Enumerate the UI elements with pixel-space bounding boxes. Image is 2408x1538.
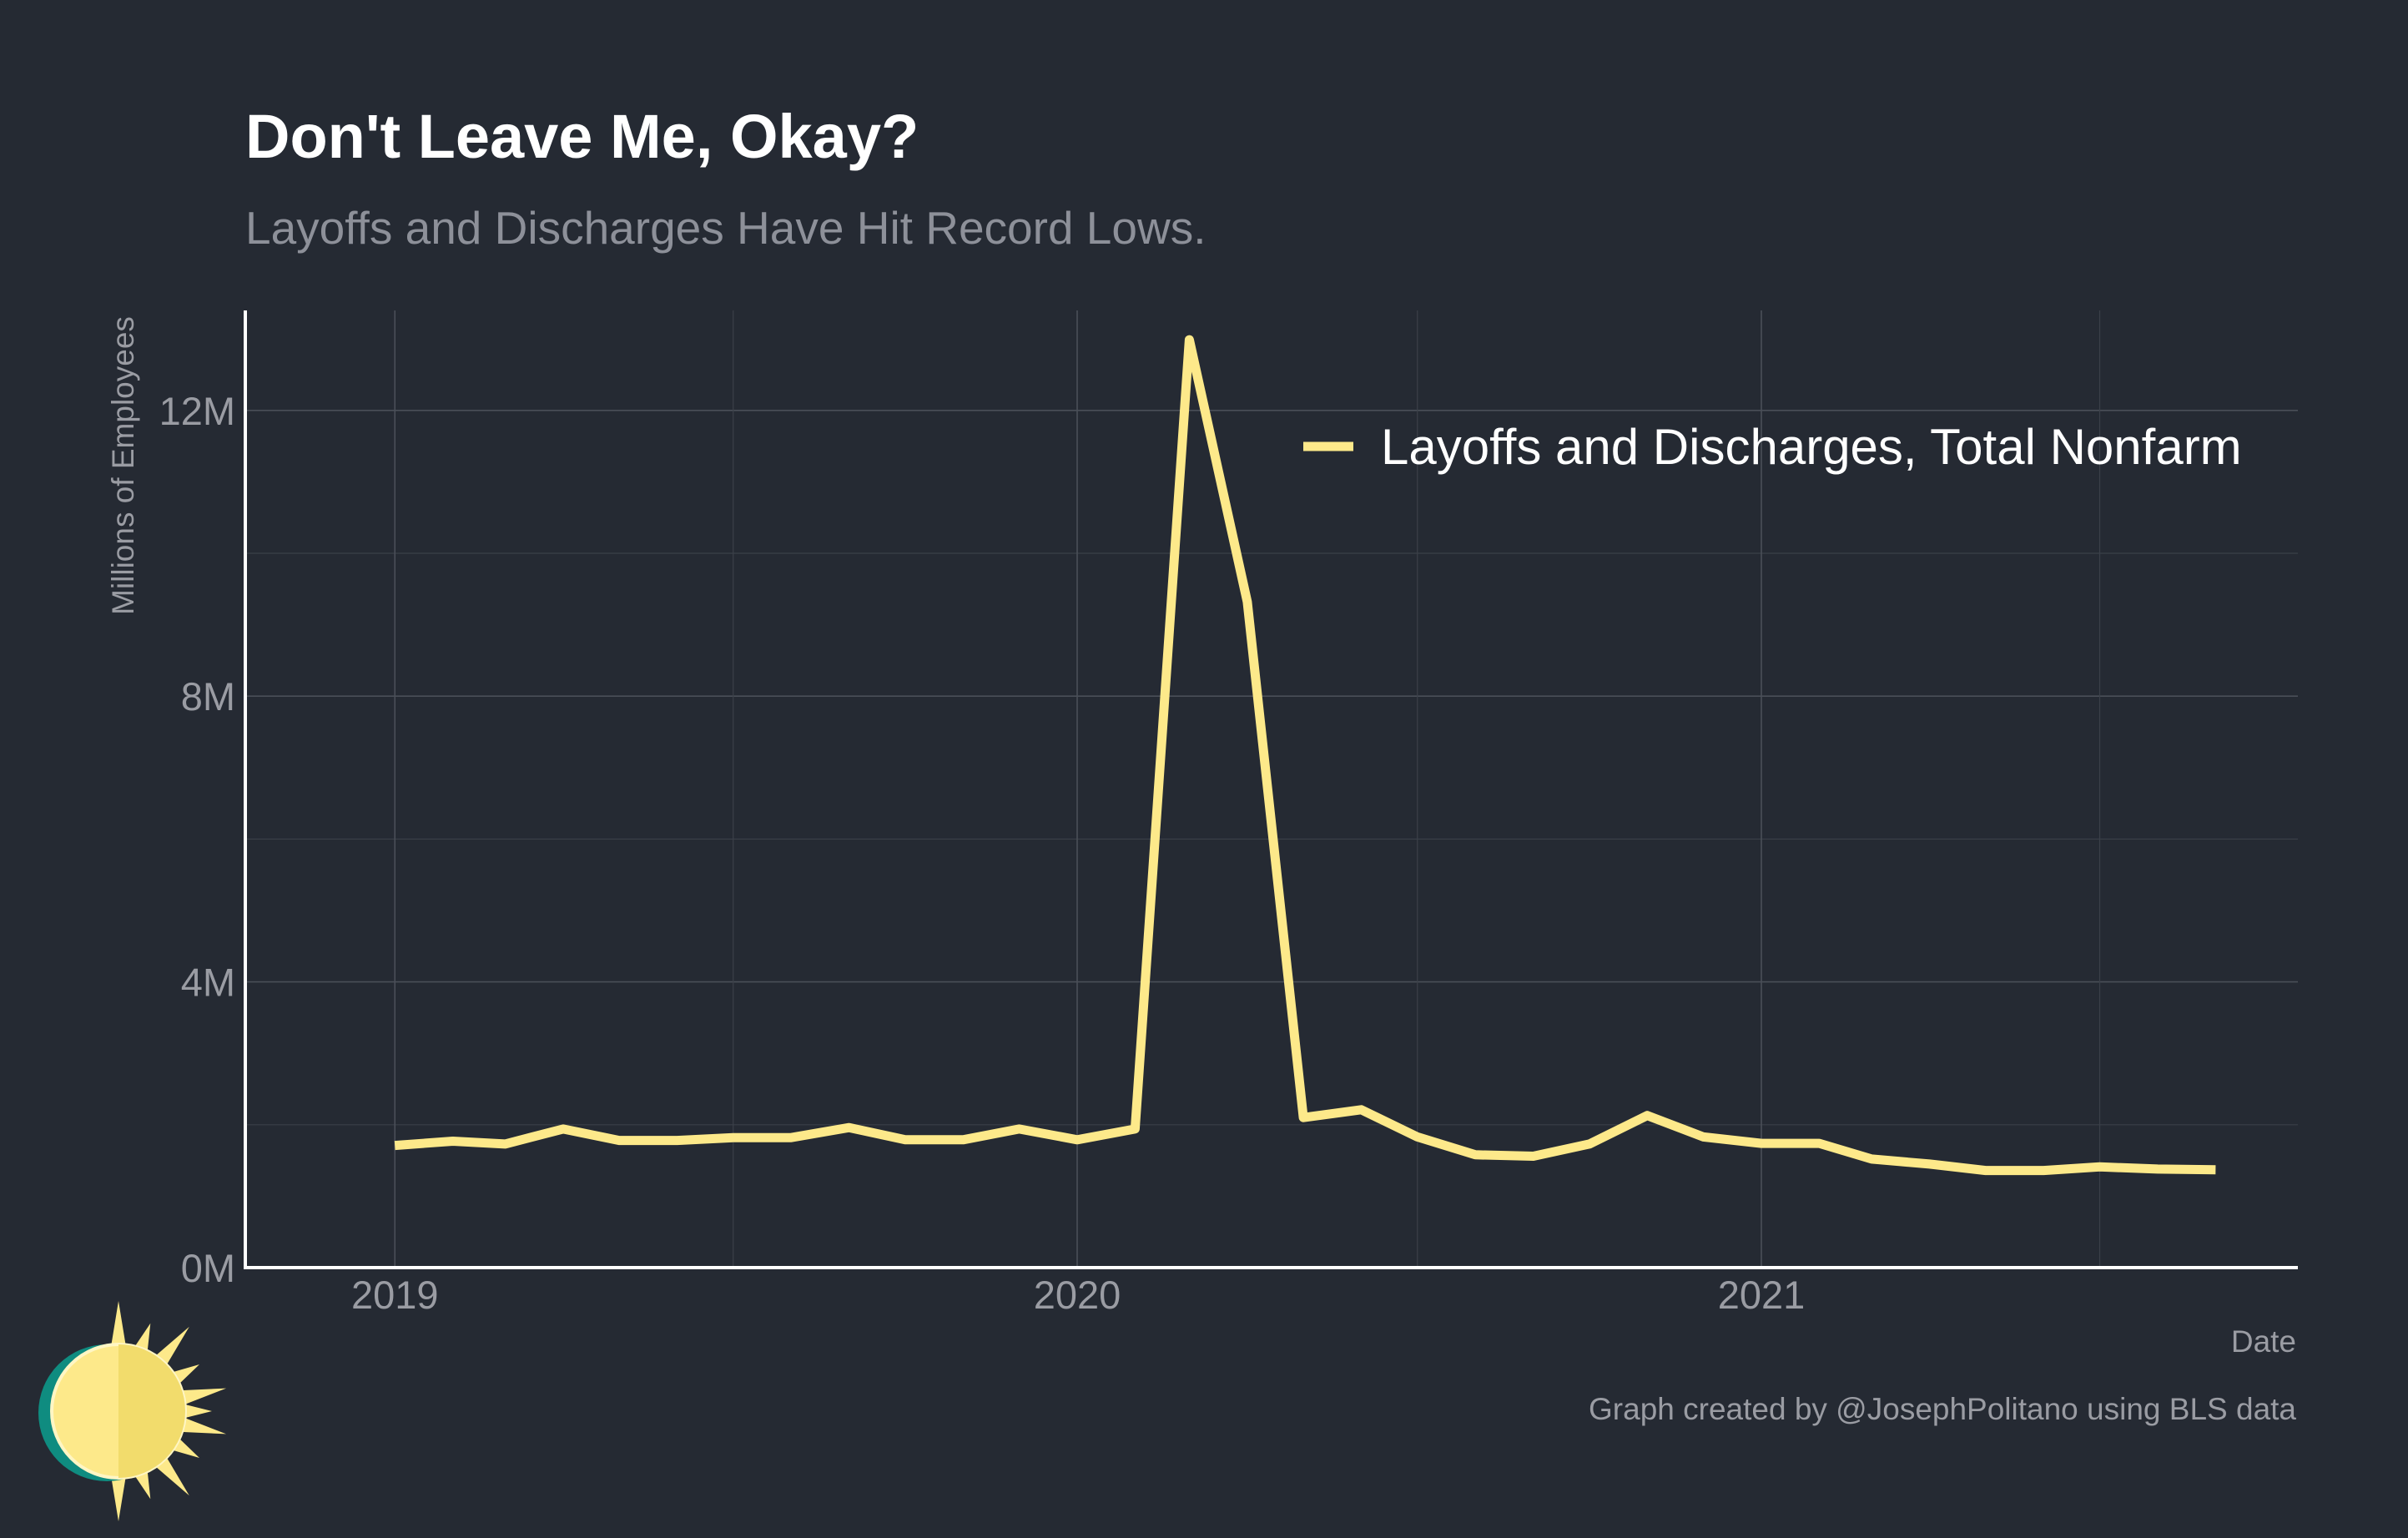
x-tick-label: 2020 bbox=[1034, 1273, 1121, 1317]
sun-logo-icon bbox=[38, 1301, 227, 1521]
legend-label: Layoffs and Discharges, Total Nonfarm bbox=[1381, 419, 2242, 475]
x-tick-label: 2019 bbox=[351, 1273, 439, 1317]
sun-ray bbox=[176, 1415, 227, 1435]
chart-title: Don't Leave Me, Okay? bbox=[245, 102, 919, 171]
chart-subtitle: Layoffs and Discharges Have Hit Record L… bbox=[245, 202, 1206, 254]
legend: Layoffs and Discharges, Total Nonfarm bbox=[1303, 419, 2242, 475]
x-axis-title: Date bbox=[2231, 1324, 2296, 1359]
caption: Graph created by @JosephPolitano using B… bbox=[1589, 1392, 2296, 1426]
sun-ray bbox=[179, 1403, 212, 1419]
series-line bbox=[394, 335, 2216, 1176]
y-axis-title: Millions of Employees bbox=[106, 316, 140, 615]
sun-ray bbox=[110, 1301, 127, 1350]
y-tick-label: 8M bbox=[181, 674, 235, 719]
x-tick-label: 2021 bbox=[1718, 1273, 1806, 1317]
y-tick-label: 12M bbox=[159, 389, 235, 433]
y-tick-labels: 0M 4M 8M 12M bbox=[159, 389, 235, 1290]
x-tick-labels: 2019 2020 2021 bbox=[351, 1273, 1805, 1317]
y-tick-label: 0M bbox=[181, 1246, 235, 1290]
y-tick-label: 4M bbox=[181, 961, 235, 1005]
sun-ray bbox=[110, 1472, 127, 1521]
logo-sun-shade bbox=[118, 1344, 185, 1478]
series-layer bbox=[394, 335, 2216, 1176]
sun-ray bbox=[176, 1388, 227, 1407]
